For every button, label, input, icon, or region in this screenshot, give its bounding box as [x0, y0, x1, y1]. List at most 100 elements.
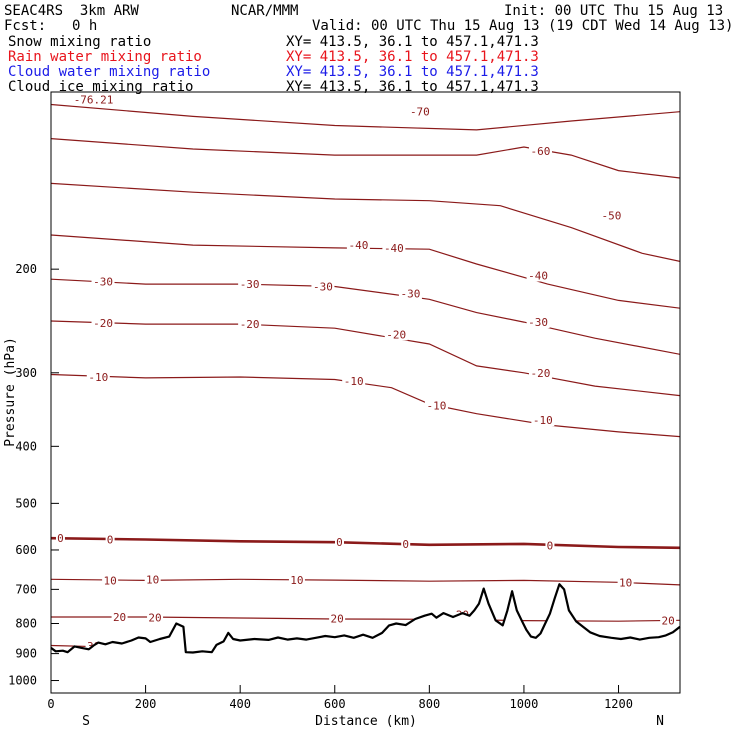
contour-label-bg	[86, 371, 110, 384]
contour-label-bg	[398, 287, 422, 300]
contour-label: -50	[601, 209, 621, 222]
y-tick-label: 400	[15, 439, 37, 453]
contour-label: -30	[240, 278, 260, 291]
contour-label: 0	[57, 532, 64, 545]
x-axis-left-end-label: S	[82, 714, 90, 729]
contour-label: -70	[410, 106, 430, 119]
field-cloudwater-xy: XY= 413.5, 36.1 to 457.1,471.3	[286, 64, 539, 80]
contour-label-bg	[599, 209, 623, 222]
x-tick-label: 1000	[509, 697, 538, 711]
contour-label: 0	[402, 538, 409, 551]
x-tick-label: 200	[135, 697, 157, 711]
contour-label-bg	[288, 574, 305, 587]
contour-label-bg	[528, 366, 552, 379]
y-tick-label: 200	[15, 262, 37, 276]
y-tick-label: 600	[15, 543, 37, 557]
isotherm--30	[51, 278, 680, 355]
isotherm-0	[51, 536, 680, 550]
x-tick-label: 1200	[604, 697, 633, 711]
contour-label-bg	[526, 269, 550, 282]
contour-label-bg	[71, 93, 116, 106]
contour-label-bg	[342, 375, 366, 388]
contour-label: 10	[619, 576, 632, 589]
y-tick-label: 1000	[8, 674, 37, 688]
field-cloudice-xy: XY= 413.5, 36.1 to 457.1,471.3	[286, 79, 539, 95]
isotherm--50	[51, 182, 680, 262]
contour-label: 20	[662, 614, 675, 627]
x-axis-label: Distance (km)	[315, 714, 417, 729]
contour-label-bg	[401, 537, 411, 550]
y-tick-label: 900	[15, 647, 37, 661]
x-axis-right-end-label: N	[656, 714, 664, 729]
isotherm-20	[51, 616, 680, 622]
isotherm--10	[51, 373, 680, 438]
contour-label-bg	[329, 612, 346, 625]
contour-label-bg	[91, 275, 115, 288]
contour-label: -20	[531, 367, 551, 380]
y-tick-label: 500	[15, 496, 37, 510]
contour-labels: -76.21 -70 -60 -50 -40 -40 -40 -30 -30 -30 -30 -30 -…	[55, 93, 677, 653]
contour-label: -20	[386, 328, 406, 341]
contour-label: -30	[313, 280, 333, 293]
contour-label: -20	[240, 318, 260, 331]
contour-label-bg	[408, 105, 432, 118]
contour-label: -40	[348, 239, 368, 252]
isotherm--40	[51, 234, 680, 309]
isotherm--70	[51, 103, 680, 131]
contour-label-bg	[105, 533, 115, 546]
contour-label: 0	[107, 534, 114, 547]
contour-label: -20	[93, 317, 113, 330]
x-tick-label: 600	[324, 697, 346, 711]
isotherm-10	[51, 578, 680, 586]
contour-label: -60	[531, 145, 551, 158]
contour-label: -10	[88, 371, 108, 384]
contour-label: 0	[547, 540, 554, 553]
terrain-fill	[51, 584, 680, 693]
plot-frame	[50, 91, 681, 694]
contour-label-bg	[528, 145, 552, 158]
contour-label-bg	[238, 318, 262, 331]
contour-label: 20	[148, 611, 161, 624]
contour-label: -10	[427, 400, 447, 413]
model-title: SEAC4RS 3km ARW	[4, 3, 139, 19]
x-tick-label: 0	[47, 697, 54, 711]
forecast-label: Fcst:	[4, 18, 47, 34]
contour-label-bg	[531, 414, 555, 427]
contour-label-bg	[311, 280, 335, 293]
contour-label: -10	[344, 375, 364, 388]
field-rain-name: Rain water mixing ratio	[8, 49, 202, 65]
contour-label-bg	[424, 399, 448, 412]
y-axis-ticks: 200 300 400 500 600 700 800 900 1000	[8, 262, 59, 688]
field-rain-xy: XY= 413.5, 36.1 to 457.1,471.3	[286, 49, 539, 65]
x-axis-ticks: 0 200 400 600 800 1000 1200	[47, 685, 633, 711]
contour-label: 10	[146, 573, 159, 586]
valid-time: Valid: 00 UTC Thu 15 Aug 13 (19 CDT Wed …	[312, 18, 734, 34]
y-tick-label: 300	[15, 366, 37, 380]
contour-label: 20	[330, 613, 343, 626]
contour-label-bg	[526, 316, 550, 329]
field-snow-xy: XY= 413.5, 36.1 to 457.1,471.3	[286, 34, 539, 50]
field-cloudwater-name: Cloud water mixing ratio	[8, 64, 211, 80]
contour-label: -10	[533, 414, 553, 427]
contour-label: -30	[528, 316, 548, 329]
contour-label-bg	[238, 278, 262, 291]
isotherm--60	[51, 138, 680, 179]
contour-label-bg	[102, 574, 119, 587]
y-tick-label: 800	[15, 616, 37, 630]
contour-label-bg	[660, 614, 677, 627]
contour-label-bg	[147, 611, 164, 624]
contour-label: -30	[93, 276, 113, 289]
contour-label: -40	[384, 242, 404, 255]
contour-label: 10	[290, 574, 303, 587]
x-tick-label: 800	[419, 697, 441, 711]
contour-label-bg	[334, 536, 344, 549]
contour-label: 20	[113, 611, 126, 624]
contour-label-bg	[617, 576, 634, 589]
isotherm-contours	[51, 103, 680, 649]
terrain-line	[50, 583, 681, 654]
contour-label: -76.21	[74, 94, 114, 107]
contour-label-bg	[91, 317, 115, 330]
field-cloudice-name: Cloud ice mixing ratio	[8, 79, 194, 95]
contour-label: 10	[103, 574, 116, 587]
